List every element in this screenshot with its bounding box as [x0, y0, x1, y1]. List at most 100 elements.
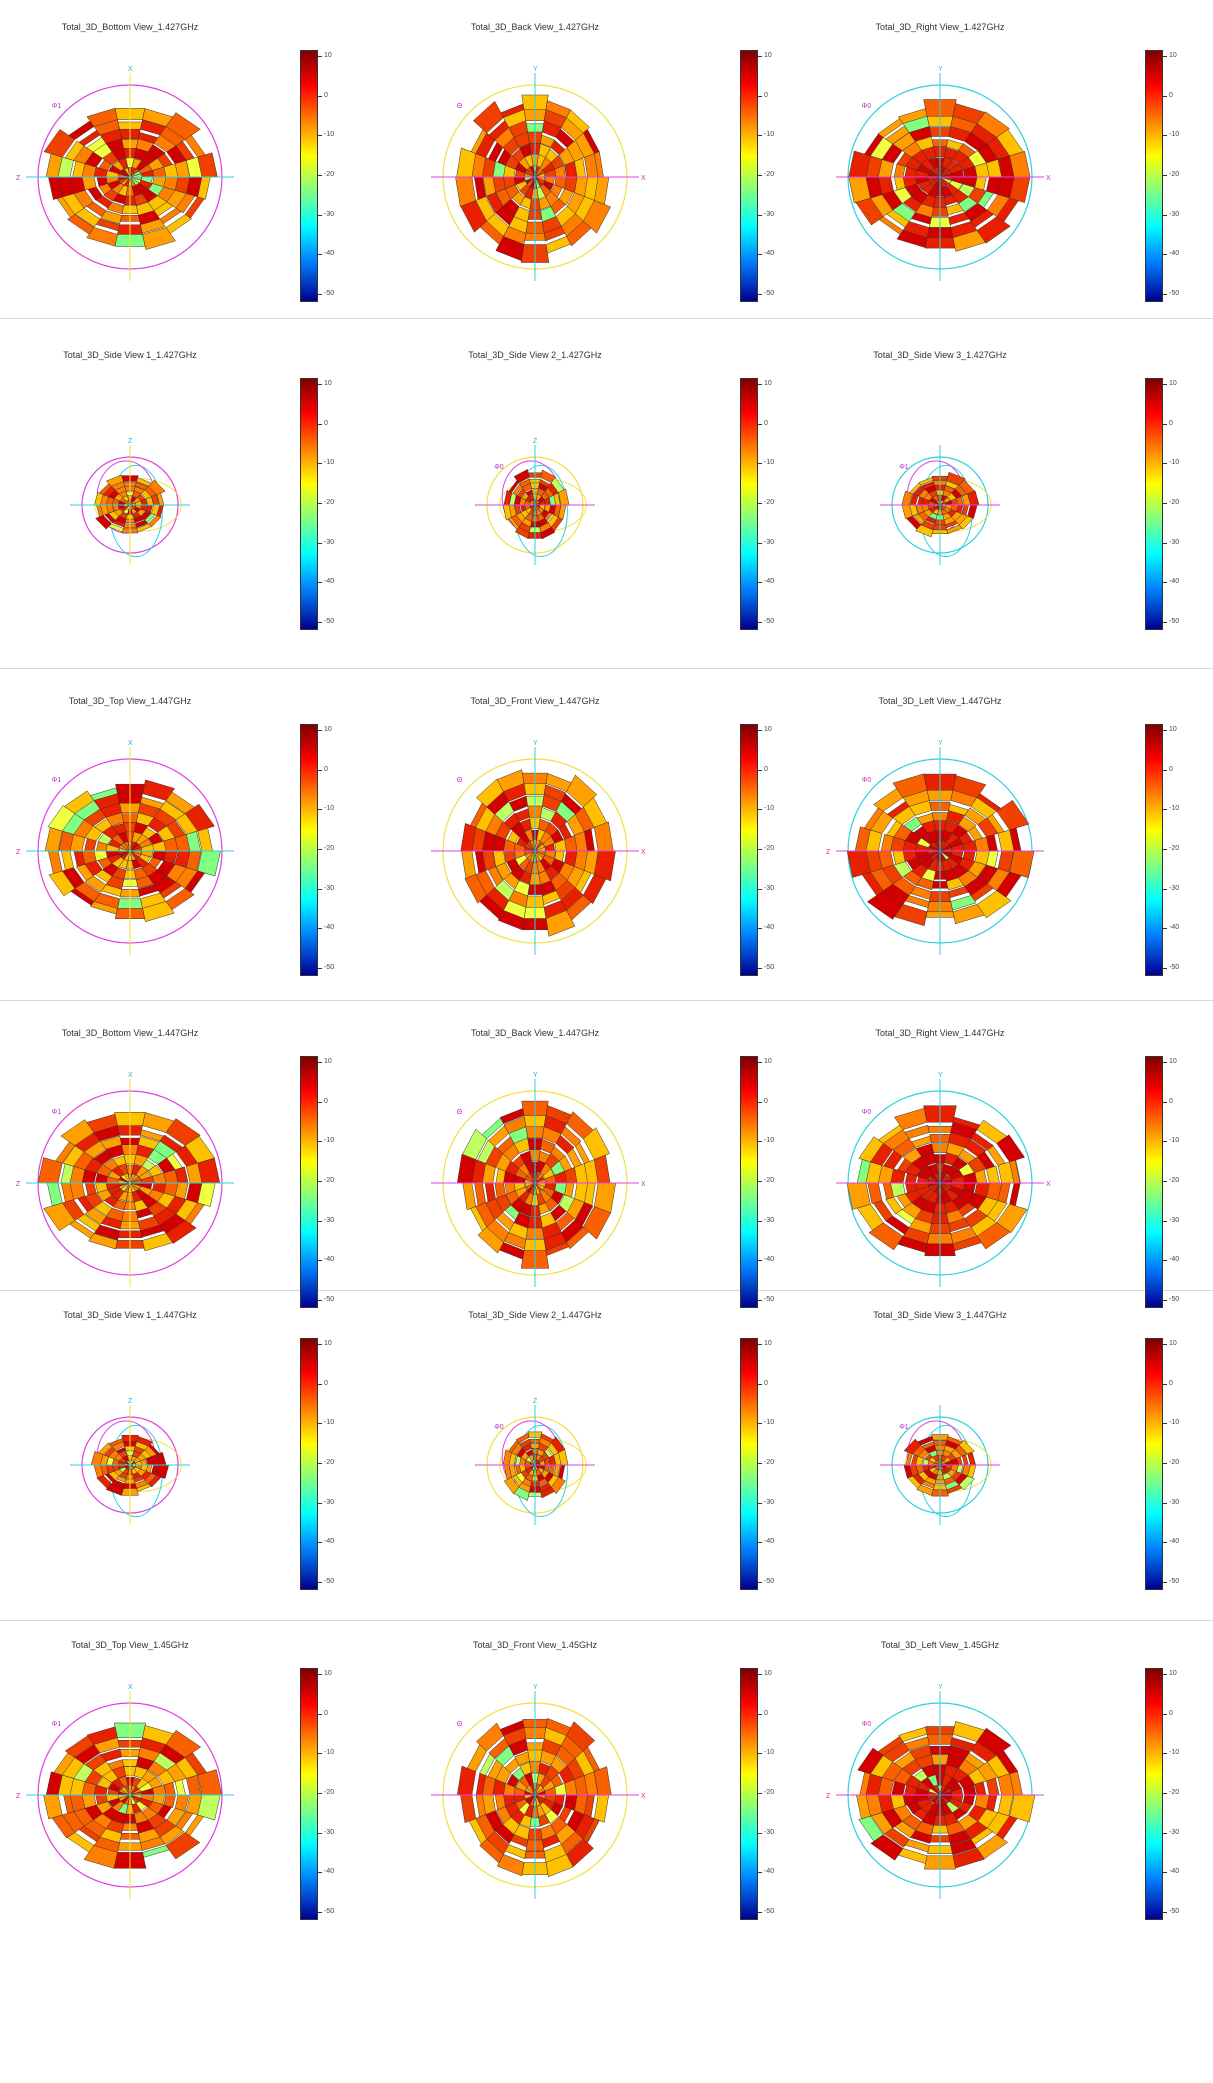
pattern-cell	[961, 504, 970, 516]
pattern-cell	[858, 1815, 884, 1842]
colorbar-tick-label: 0	[1169, 419, 1173, 427]
pattern-cell	[505, 1190, 520, 1206]
colorbar-tick-label: 0	[324, 91, 328, 99]
axis-label-corner: Φ1	[899, 464, 909, 471]
colorbar-tickmark	[1163, 1502, 1167, 1504]
colorbar-tickmark	[1163, 294, 1167, 295]
colorbar-tick-label: 10	[764, 1670, 772, 1677]
colorbar-tick-label: -20	[324, 171, 335, 178]
colorbar-tickmark	[1163, 1181, 1167, 1182]
colorbar-tickmark	[1163, 849, 1167, 850]
colorbar-tick-label: 0	[764, 91, 768, 99]
pattern-cell	[540, 526, 556, 540]
pattern-cell	[43, 1202, 76, 1232]
pattern-cell	[513, 469, 530, 484]
colorbar	[300, 50, 318, 302]
pattern-cell	[903, 1438, 922, 1455]
axis-label-h: Z	[16, 849, 21, 856]
pattern-cell	[477, 1139, 496, 1164]
colorbar-tickmark	[758, 1220, 762, 1222]
colorbar-tick-label: 10	[324, 1058, 332, 1065]
colorbar-tickmark	[758, 849, 762, 850]
pattern-cell	[543, 784, 567, 802]
pattern-cell	[84, 1182, 97, 1196]
pattern-plot: Φ1	[880, 445, 1000, 565]
pattern-cell	[594, 821, 614, 852]
pattern-cell	[868, 1222, 904, 1251]
pattern-panel: Total_3D_Bottom View_1.427GHz Z X Φ1 10 0 -10 -…	[0, 12, 400, 332]
colorbar-tickmark	[758, 1832, 762, 1834]
pattern-panel: Total_3D_Side View 2_1.427GHz Z Φ0 10 0 -10 -2…	[405, 340, 805, 660]
colorbar-tick-label: -30	[1169, 1498, 1180, 1506]
colorbar-tick-label: 0	[764, 1097, 768, 1105]
colorbar-tickmark	[318, 1674, 322, 1675]
pattern-panel: Total_3D_Side View 3_1.427GHz Φ1 10 0 -10 -20…	[810, 340, 1210, 660]
pattern-cell	[105, 474, 124, 487]
colorbar-tick-label: -20	[764, 499, 775, 506]
pattern-plot: X Y Θ	[431, 1684, 646, 1899]
pattern-cell	[582, 200, 611, 234]
colorbar-tickmark	[758, 503, 762, 504]
pattern-cell	[48, 870, 76, 897]
colorbar-tick-label: -30	[1169, 884, 1180, 892]
pattern-cell	[93, 1224, 120, 1241]
panel-title: Total_3D_Side View 2_1.427GHz	[468, 350, 602, 360]
pattern-cell	[461, 850, 476, 879]
colorbar-tickmark	[318, 423, 322, 425]
pattern-cell	[84, 1207, 107, 1225]
colorbar-tickmark	[758, 1502, 762, 1504]
colorbar-tickmark	[758, 1181, 762, 1182]
axis-label-v: Y	[938, 1684, 943, 1691]
colorbar-tickmark	[318, 622, 322, 623]
pattern-cell	[540, 1486, 555, 1499]
pattern-plot: Z	[70, 1398, 190, 1525]
pattern-plot: X Y Φ0	[836, 66, 1051, 281]
colorbar-tickmark	[1163, 809, 1167, 811]
colorbar-tick-label: -50	[764, 618, 775, 625]
axis-label-v: X	[128, 740, 133, 747]
pattern-plot: X Y Θ	[431, 740, 646, 955]
pattern-cell	[946, 471, 966, 486]
pattern-cell	[904, 1124, 930, 1139]
pattern-cell	[558, 188, 574, 206]
panel-title: Total_3D_Side View 2_1.447GHz	[468, 1310, 602, 1320]
colorbar-tickmark	[1163, 1260, 1167, 1262]
panel-title: Total_3D_Top View_1.447GHz	[68, 696, 192, 706]
pattern-cell	[952, 230, 986, 252]
colorbar-tickmark	[1163, 769, 1167, 771]
colorbar-tick-label: -40	[324, 250, 335, 258]
colorbar-tick-label: -10	[1169, 1137, 1180, 1145]
pattern-cell	[99, 210, 122, 225]
colorbar-tickmark	[758, 1674, 762, 1675]
colorbar	[300, 724, 318, 976]
colorbar-tickmark	[318, 503, 322, 504]
axis-label-corner: Φ1	[52, 1721, 62, 1728]
colorbar	[300, 1056, 318, 1308]
colorbar-tick-label: -30	[1169, 210, 1180, 218]
colorbar-tickmark	[318, 1141, 322, 1143]
pattern-cell	[106, 201, 124, 215]
colorbar-tick-label: -30	[764, 1828, 775, 1836]
pattern-cell	[566, 1226, 589, 1250]
colorbar-tick-label: -30	[1169, 1216, 1180, 1224]
axis-label-h: Z	[16, 1793, 21, 1800]
colorbar-tick-label: 10	[1169, 380, 1177, 387]
axis-label-h: Z	[826, 1793, 831, 1800]
panel-title: Total_3D_Side View 3_1.427GHz	[873, 350, 1007, 360]
colorbar	[740, 1056, 758, 1308]
colorbar-tick-label: -20	[764, 1459, 775, 1466]
pattern-cell	[477, 1226, 504, 1254]
pattern-cell	[524, 828, 534, 842]
colorbar-tick-label: -30	[324, 884, 335, 892]
pattern-cell	[893, 176, 906, 191]
colorbar-tickmark	[1163, 1141, 1167, 1143]
colorbar-tickmark	[318, 95, 322, 97]
axis-label-corner: Φ0	[862, 777, 872, 784]
pattern-cell	[866, 890, 904, 920]
pattern-cell	[140, 1836, 166, 1851]
panel-title: Total_3D_Side View 1_1.447GHz	[63, 1310, 197, 1320]
colorbar	[1145, 724, 1163, 976]
colorbar-tick-label: 0	[764, 1709, 768, 1717]
colorbar-tick-label: -50	[764, 1296, 775, 1303]
